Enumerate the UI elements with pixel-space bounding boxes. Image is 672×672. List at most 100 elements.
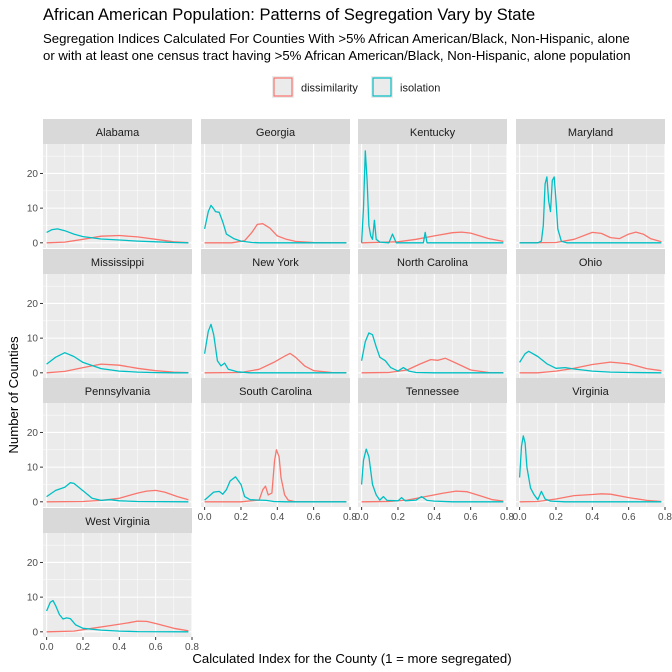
y-tick-label: 20 xyxy=(27,558,39,569)
panel-strip xyxy=(358,378,507,403)
y-tick-label: 10 xyxy=(27,463,39,474)
series-line-isolation xyxy=(360,150,504,244)
panel-background xyxy=(201,274,350,378)
x-tick-label: 0.2 xyxy=(391,512,405,523)
legend-key-isolation xyxy=(371,76,393,98)
y-tick-label: 0 xyxy=(32,368,38,379)
panel-strip-label: Alabama xyxy=(96,127,140,139)
series-line-isolation xyxy=(46,482,189,503)
series-line-dissimilarity xyxy=(46,489,189,503)
series-line-dissimilarity xyxy=(519,361,662,374)
series-line-isolation xyxy=(46,599,189,633)
panel-strip-label: Mississippi xyxy=(91,257,144,269)
series-line-isolation xyxy=(203,204,347,244)
legend-swatch-isolation xyxy=(372,77,392,97)
x-axis-label: Calculated Index for the County (1 = mor… xyxy=(192,651,511,666)
x-tick-label: 0.2 xyxy=(234,512,248,523)
series-line-isolation xyxy=(46,352,189,374)
panel-ohio: Ohio xyxy=(516,249,666,378)
x-tick-label: 0.4 xyxy=(270,512,284,523)
panel-strip xyxy=(43,119,192,144)
panel-strip-label: Maryland xyxy=(568,127,613,139)
panel-strip-label: New York xyxy=(252,257,299,269)
series-line-isolation xyxy=(360,448,504,503)
panel-strip xyxy=(201,249,350,274)
x-tick-label: 0.2 xyxy=(76,642,90,653)
legend: dissimilarity isolation xyxy=(272,76,440,98)
y-tick-label: 20 xyxy=(27,428,39,439)
series-line-isolation xyxy=(360,332,504,374)
panel-west-virginia: West Virginia 0 10 20 0.0 0.2 0.4 0.6 0.8 xyxy=(27,508,199,653)
panel-background xyxy=(358,403,507,507)
y-tick-label: 20 xyxy=(27,169,39,180)
x-tick-label: 0.0 xyxy=(40,642,54,653)
panel-tennessee: Tennessee 0.0 0.2 0.4 0.6 0.8 xyxy=(355,378,514,523)
y-axis-label: Number of Counties xyxy=(6,336,21,454)
x-tick-label: 0.4 xyxy=(112,642,126,653)
legend-swatch-dissimilarity xyxy=(273,77,293,97)
facet-panels: Alabama 0 10 20 Georgia Kentucky Maryland Missi… xyxy=(27,119,672,653)
x-tick-label: 0.8 xyxy=(185,642,199,653)
series-line-dissimilarity xyxy=(519,231,662,244)
chart-title: African American Population: Patterns of… xyxy=(43,6,535,24)
series-line-dissimilarity xyxy=(204,352,347,374)
series-line-isolation xyxy=(203,323,347,374)
x-tick-label: 0.0 xyxy=(355,512,369,523)
panel-background xyxy=(43,144,192,248)
x-tick-label: 0.6 xyxy=(622,512,636,523)
y-tick-label: 20 xyxy=(27,299,39,310)
x-tick-label: 0.6 xyxy=(464,512,478,523)
chart-subtitle-line-1: Segregation Indices Calculated For Count… xyxy=(43,31,630,46)
panel-background xyxy=(43,403,192,507)
legend-label-dissimilarity: dissimilarity xyxy=(301,83,358,95)
series-line-isolation xyxy=(46,228,189,244)
x-tick-label: 0.4 xyxy=(585,512,599,523)
panel-pennsylvania: Pennsylvania 0 10 20 xyxy=(27,378,193,508)
panel-background xyxy=(516,274,665,378)
panel-strip-label: South Carolina xyxy=(239,386,313,398)
panel-strip-label: North Carolina xyxy=(397,257,469,269)
series-line-dissimilarity xyxy=(204,449,347,503)
panel-mississippi: Mississippi 0 10 20 xyxy=(27,249,193,379)
panel-strip-label: Kentucky xyxy=(410,127,456,139)
panel-background xyxy=(358,144,507,248)
panel-background xyxy=(43,274,192,378)
x-tick-label: 0.0 xyxy=(513,512,527,523)
panel-strip xyxy=(358,249,507,274)
x-tick-label: 0.8 xyxy=(343,512,357,523)
panel-strip-label: Pennsylvania xyxy=(85,386,151,398)
series-line-dissimilarity xyxy=(46,620,189,633)
panel-strip-label: Virginia xyxy=(572,386,609,398)
panel-strip xyxy=(358,119,507,144)
panel-strip xyxy=(201,119,350,144)
panel-strip-label: West Virginia xyxy=(85,516,150,528)
chart-subtitle-line-2: or with at least one census tract having… xyxy=(43,48,631,63)
panel-strip xyxy=(43,249,192,274)
panel-strip xyxy=(516,378,665,403)
x-tick-label: 0.6 xyxy=(307,512,321,523)
panel-south-carolina: South Carolina 0.0 0.2 0.4 0.6 0.8 xyxy=(198,378,357,523)
y-tick-label: 10 xyxy=(27,334,39,345)
panel-alabama: Alabama 0 10 20 xyxy=(27,119,193,249)
series-line-dissimilarity xyxy=(46,234,189,244)
panel-georgia: Georgia xyxy=(201,119,351,248)
x-tick-label: 0.4 xyxy=(427,512,441,523)
legend-label-isolation: isolation xyxy=(400,83,440,95)
y-tick-label: 0 xyxy=(32,497,38,508)
y-tick-label: 0 xyxy=(32,238,38,249)
panel-background xyxy=(43,533,192,637)
panel-background xyxy=(358,274,507,378)
series-line-isolation xyxy=(204,476,347,503)
x-tick-label: 0.0 xyxy=(198,512,212,523)
y-tick-label: 0 xyxy=(32,627,38,638)
panel-background xyxy=(201,144,350,248)
panel-maryland: Maryland xyxy=(516,119,666,248)
series-line-isolation xyxy=(519,350,662,374)
x-tick-label: 0.2 xyxy=(549,512,563,523)
panel-strip xyxy=(516,249,665,274)
panel-new-york: New York xyxy=(201,249,351,378)
series-line-isolation xyxy=(519,176,662,244)
panel-strip-label: Georgia xyxy=(256,127,296,139)
panel-strip xyxy=(516,119,665,144)
